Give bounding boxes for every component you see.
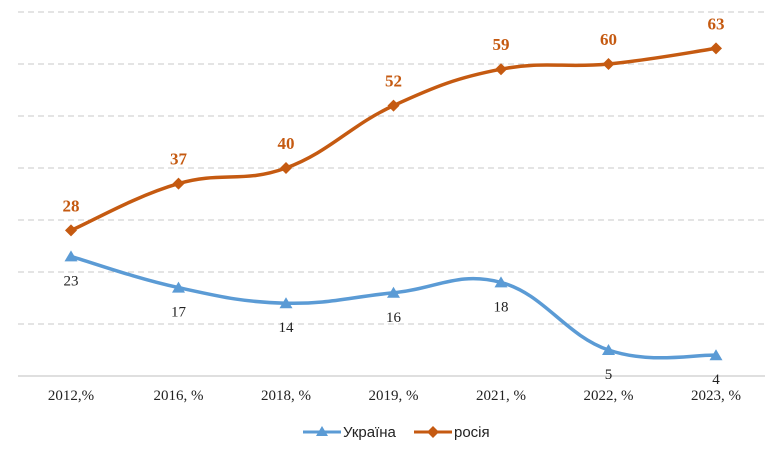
x-tick-label: 2023, %: [691, 388, 741, 404]
legend-ukraine-label: Україна: [343, 424, 397, 441]
legend-ukraine-marker: [316, 426, 328, 436]
russia-point: [387, 99, 400, 112]
russia-point: [710, 42, 722, 55]
ukraine-point: [279, 297, 293, 309]
legend-item-ukraine[interactable]: Україна: [303, 424, 397, 441]
ukraine-data-label: 17: [171, 305, 187, 321]
x-tick-label: 2016, %: [154, 388, 204, 404]
russia-point: [495, 63, 507, 76]
legend-russia-marker: [427, 426, 439, 438]
russia-data-label: 59: [493, 35, 510, 54]
ukraine-point: [387, 286, 400, 298]
x-tick-label: 2012,%: [48, 388, 94, 404]
ukraine-data-label: 18: [494, 299, 509, 315]
ukraine-point: [64, 250, 78, 262]
x-tick-label: 2022, %: [584, 388, 634, 404]
series-russia: 28 37 40 52 59 60 63: [63, 14, 725, 237]
ukraine-point: [709, 349, 723, 361]
x-tick-label: 2021, %: [476, 388, 526, 404]
russia-data-label: 60: [600, 30, 617, 49]
ukraine-data-label: 14: [279, 320, 295, 336]
gridlines: [18, 11, 765, 325]
ukraine-point: [172, 281, 185, 293]
series: 23 17 14 16 18 5 4 28 37 40 52 59 60 63: [63, 14, 725, 388]
russia-data-label: 63: [708, 14, 725, 33]
x-tick-label: 2018, %: [261, 388, 311, 404]
series-ukraine: 23 17 14 16 18 5 4: [64, 250, 723, 388]
ukraine-data-label: 16: [386, 310, 402, 326]
russia-data-label: 28: [63, 196, 80, 215]
x-tick-label: 2019, %: [369, 388, 419, 404]
russia-data-label: 37: [170, 150, 188, 169]
ukraine-data-label: 4: [712, 372, 720, 388]
ukraine-point: [602, 344, 615, 355]
russia-data-label: 52: [385, 72, 402, 91]
ukraine-point: [494, 276, 508, 288]
legend: Україна росія: [303, 424, 490, 441]
russia-point: [172, 177, 185, 190]
legend-item-russia[interactable]: росія: [414, 424, 490, 441]
x-tick-labels: 2012,% 2016, % 2018, % 2019, % 2021, % 2022, …: [48, 388, 741, 404]
russia-point: [602, 58, 615, 70]
russia-data-label: 40: [278, 134, 295, 153]
russia-point: [65, 224, 77, 237]
ukraine-data-label: 23: [64, 273, 79, 289]
russia-point: [280, 162, 292, 174]
legend-russia-label: росія: [454, 424, 490, 441]
ukraine-data-label: 5: [605, 367, 613, 383]
